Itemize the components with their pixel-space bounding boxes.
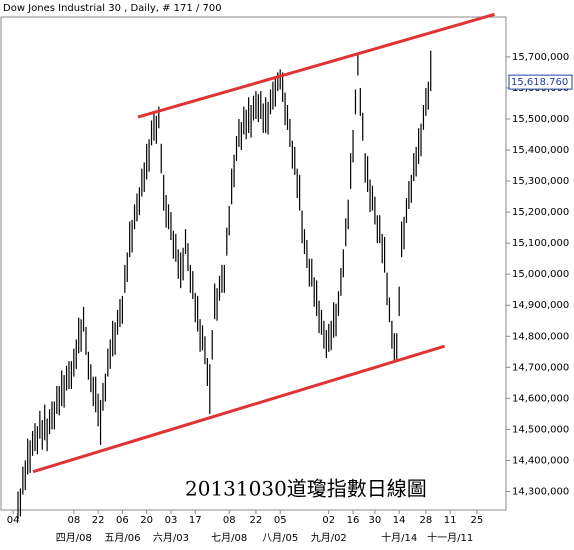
x-tick-label: 11 — [444, 515, 457, 526]
x-tick-label: 14 — [393, 515, 406, 526]
last-value-label: 15,618.760 — [511, 77, 568, 88]
y-tick-label: 14,900,000 — [512, 300, 569, 311]
x-tick-label: 08 — [67, 515, 80, 526]
y-tick-label: 15,500,000 — [512, 114, 569, 125]
x-tick-label: 03 — [165, 515, 178, 526]
month-label: 九月/02 — [311, 532, 347, 544]
plot-frame — [0, 16, 507, 511]
x-tick-label: 28 — [420, 515, 433, 526]
x-tick-label: 06 — [116, 515, 129, 526]
x-tick-label: 16 — [347, 515, 360, 526]
trend-line — [137, 12, 496, 119]
x-tick-label: 05 — [274, 515, 287, 526]
x-tick-label: 22 — [92, 515, 105, 526]
y-tick-label: 14,300,000 — [512, 486, 569, 497]
month-label: 八月/05 — [262, 532, 298, 544]
month-label: 五月/06 — [104, 532, 140, 544]
month-label: 四月/08 — [56, 532, 92, 544]
x-tick-label: 08 — [223, 515, 236, 526]
y-tick-label: 15,000,000 — [512, 269, 569, 280]
y-tick-label: 15,100,000 — [512, 238, 569, 249]
month-label: 十一月/11 — [427, 531, 473, 544]
x-tick-label: 04 — [7, 515, 20, 526]
annotation: 20131030道瓊指數日線圖 — [185, 477, 427, 501]
x-tick-label: 22 — [250, 515, 263, 526]
y-tick-label: 15,400,000 — [512, 145, 569, 156]
month-label: 六月/03 — [153, 532, 189, 544]
x-tick-label: 20 — [140, 515, 153, 526]
trend-line — [32, 344, 446, 474]
y-tick-label: 15,200,000 — [512, 207, 569, 218]
month-label: 十月/14 — [381, 531, 417, 544]
x-tick-label: 30 — [369, 515, 382, 526]
last-value-box — [508, 74, 573, 90]
x-tick-label: 25 — [470, 515, 483, 526]
y-tick-label: 14,800,000 — [512, 331, 569, 342]
y-tick-label: 14,600,000 — [512, 393, 569, 404]
y-tick-label: 14,400,000 — [512, 455, 569, 466]
chart-title: Dow Jones Industrial 30 , Daily, # 171 /… — [3, 3, 222, 14]
y-tick-label: 14,700,000 — [512, 362, 569, 373]
x-tick-label: 02 — [322, 515, 335, 526]
x-tick-label: 17 — [189, 515, 202, 526]
y-tick-label: 14,500,000 — [512, 424, 569, 435]
y-tick-label: 15,300,000 — [512, 176, 569, 187]
y-tick-label: 15,700,000 — [512, 52, 569, 63]
month-label: 七月/08 — [211, 532, 247, 544]
